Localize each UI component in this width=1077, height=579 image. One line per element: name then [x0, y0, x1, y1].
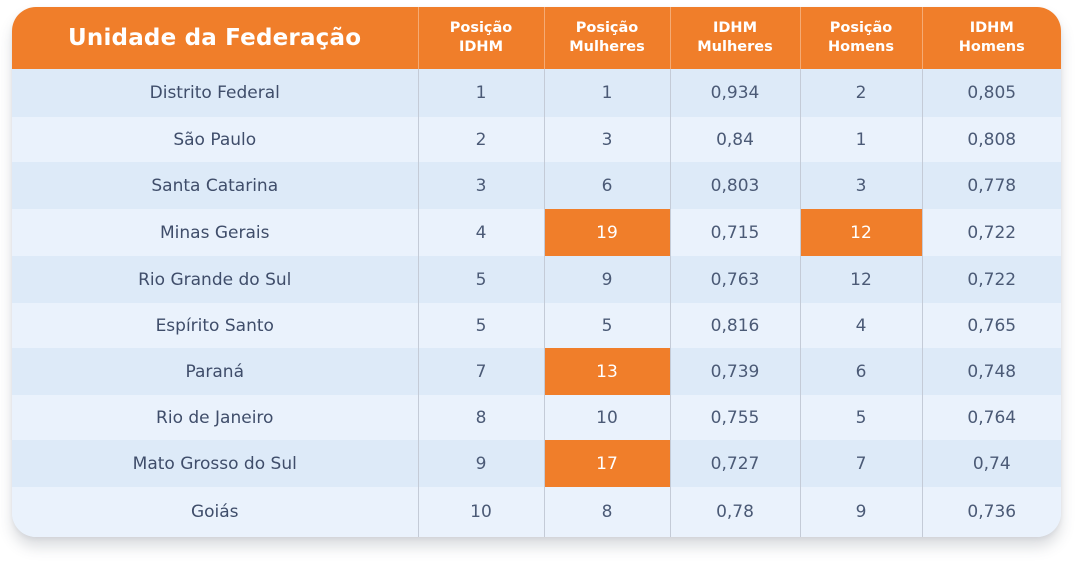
- idhm-ranking-table: Unidade da Federação Posição IDHM Posição Mu…: [12, 7, 1061, 537]
- header-posicao-idhm: Posição IDHM: [417, 7, 544, 69]
- cell-idhm-mulheres: 0,763: [669, 256, 800, 303]
- cell-posicao-idhm: 1: [417, 69, 544, 117]
- cell-posicao-idhm: 4: [417, 209, 544, 256]
- cell-posicao-homens: 5: [799, 395, 922, 440]
- header-posicao-homens-line: Homens: [828, 39, 894, 55]
- cell-posicao-idhm: 3: [417, 162, 544, 209]
- cell-unidade: São Paulo: [12, 117, 418, 162]
- cell-unidade: Rio de Janeiro: [12, 395, 418, 440]
- table-row: São Paulo 2 3 0,84 1 0,808: [12, 117, 1061, 162]
- header-unidade: Unidade da Federação: [12, 7, 418, 69]
- cell-unidade: Santa Catarina: [12, 162, 418, 209]
- cell-posicao-homens: 1: [799, 117, 922, 162]
- header-posicao-homens-line: Posição: [829, 20, 893, 36]
- header-idhm-mulheres-line: Mulheres: [697, 39, 773, 55]
- table-row: Goiás 10 8 0,78 9 0,736: [12, 487, 1061, 537]
- cell-posicao-mulheres: 9: [543, 256, 670, 303]
- header-posicao-mulheres-line: Mulheres: [569, 39, 645, 55]
- header-row: Unidade da Federação Posição IDHM Posição Mu…: [12, 7, 1061, 69]
- table-body: Distrito Federal 1 1 0,934 2 0,805 São Paulo 2 3…: [12, 69, 1061, 537]
- header-posicao-mulheres: Posição Mulheres: [543, 7, 670, 69]
- cell-posicao-idhm: 10: [417, 487, 544, 537]
- cell-unidade: Espírito Santo: [12, 303, 418, 348]
- header-posicao-idhm-line: IDHM: [459, 39, 503, 55]
- cell-posicao-homens: 3: [799, 162, 922, 209]
- header-idhm-mulheres: IDHM Mulheres: [669, 7, 800, 69]
- cell-posicao-mulheres: 10: [543, 395, 670, 440]
- cell-posicao-homens: 2: [799, 69, 922, 117]
- cell-idhm-homens: 0,808: [921, 117, 1061, 162]
- cell-posicao-idhm: 2: [417, 117, 544, 162]
- cell-idhm-homens: 0,778: [921, 162, 1061, 209]
- header-posicao-homens: Posição Homens: [799, 7, 922, 69]
- cell-idhm-mulheres: 0,934: [669, 69, 800, 117]
- cell-unidade: Paraná: [12, 348, 418, 395]
- cell-idhm-homens: 0,74: [921, 440, 1061, 487]
- cell-idhm-homens: 0,764: [921, 395, 1061, 440]
- cell-posicao-homens: 12: [799, 209, 922, 256]
- table-row: Rio Grande do Sul 5 9 0,763 12 0,722: [12, 256, 1061, 303]
- table-header: Unidade da Federação Posição IDHM Posição Mu…: [12, 7, 1061, 69]
- table-row: Minas Gerais 4 19 0,715 12 0,722: [12, 209, 1061, 256]
- header-unidade-line: Unidade da Federação: [68, 24, 362, 51]
- cell-idhm-mulheres: 0,816: [669, 303, 800, 348]
- cell-posicao-mulheres: 3: [543, 117, 670, 162]
- cell-unidade: Goiás: [12, 487, 418, 537]
- header-idhm-homens-line: Homens: [958, 39, 1025, 55]
- cell-idhm-mulheres: 0,739: [669, 348, 800, 395]
- table-row: Espírito Santo 5 5 0,816 4 0,765: [12, 303, 1061, 348]
- cell-posicao-homens: 7: [799, 440, 922, 487]
- cell-idhm-homens: 0,722: [921, 256, 1061, 303]
- cell-posicao-mulheres: 19: [543, 209, 670, 256]
- header-idhm-mulheres-line: IDHM: [713, 20, 757, 36]
- table-row: Mato Grosso do Sul 9 17 0,727 7 0,74: [12, 440, 1061, 487]
- cell-unidade: Minas Gerais: [12, 209, 418, 256]
- cell-posicao-mulheres: 17: [543, 440, 670, 487]
- cell-idhm-mulheres: 0,727: [669, 440, 800, 487]
- cell-posicao-mulheres: 13: [543, 348, 670, 395]
- cell-posicao-mulheres: 6: [543, 162, 670, 209]
- cell-unidade: Mato Grosso do Sul: [12, 440, 418, 487]
- cell-posicao-mulheres: 5: [543, 303, 670, 348]
- cell-idhm-homens: 0,736: [921, 487, 1061, 537]
- cell-idhm-homens: 0,722: [921, 209, 1061, 256]
- cell-idhm-homens: 0,805: [921, 69, 1061, 117]
- cell-unidade: Distrito Federal: [12, 69, 418, 117]
- cell-idhm-mulheres: 0,715: [669, 209, 800, 256]
- ranking-table-card: Unidade da Federação Posição IDHM Posição Mu…: [12, 7, 1061, 537]
- cell-idhm-mulheres: 0,755: [669, 395, 800, 440]
- cell-idhm-mulheres: 0,803: [669, 162, 800, 209]
- cell-posicao-mulheres: 8: [543, 487, 670, 537]
- cell-idhm-homens: 0,765: [921, 303, 1061, 348]
- table-row: Rio de Janeiro 8 10 0,755 5 0,764: [12, 395, 1061, 440]
- header-posicao-idhm-line: Posição: [449, 20, 513, 36]
- cell-posicao-idhm: 8: [417, 395, 544, 440]
- table-row: Santa Catarina 3 6 0,803 3 0,778: [12, 162, 1061, 209]
- cell-posicao-mulheres: 1: [543, 69, 670, 117]
- cell-posicao-homens: 12: [799, 256, 922, 303]
- cell-posicao-idhm: 5: [417, 303, 544, 348]
- cell-posicao-homens: 9: [799, 487, 922, 537]
- cell-posicao-homens: 6: [799, 348, 922, 395]
- cell-posicao-idhm: 7: [417, 348, 544, 395]
- cell-idhm-mulheres: 0,78: [669, 487, 800, 537]
- cell-posicao-homens: 4: [799, 303, 922, 348]
- cell-unidade: Rio Grande do Sul: [12, 256, 418, 303]
- header-idhm-homens-line: IDHM: [969, 20, 1014, 36]
- header-posicao-mulheres-line: Posição: [575, 20, 639, 36]
- cell-idhm-homens: 0,748: [921, 348, 1061, 395]
- table-row: Distrito Federal 1 1 0,934 2 0,805: [12, 69, 1061, 117]
- table-row: Paraná 7 13 0,739 6 0,748: [12, 348, 1061, 395]
- cell-posicao-idhm: 9: [417, 440, 544, 487]
- cell-idhm-mulheres: 0,84: [669, 117, 800, 162]
- header-idhm-homens: IDHM Homens: [921, 7, 1061, 69]
- cell-posicao-idhm: 5: [417, 256, 544, 303]
